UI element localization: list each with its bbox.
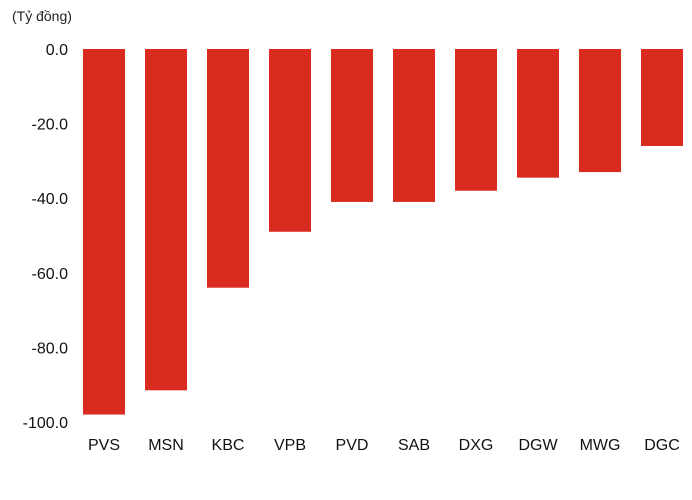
bar-kbc (207, 49, 249, 288)
x-tick-label: DGC (644, 437, 680, 454)
bar-pvs (83, 49, 125, 415)
bar-dxg (455, 49, 497, 191)
y-tick-label: -40.0 (32, 191, 69, 208)
x-tick-label: PVD (336, 437, 369, 454)
x-tick-label: MSN (148, 437, 184, 454)
y-axis-ticks: 0.0 -20.0 -40.0 -60.0 -80.0 -100.0 (23, 42, 68, 432)
x-tick-label: SAB (398, 437, 430, 454)
x-tick-label: PVS (88, 437, 120, 454)
x-tick-label: VPB (274, 437, 306, 454)
y-tick-label: -20.0 (32, 117, 69, 134)
bar-dgw (517, 49, 559, 178)
bars (83, 49, 683, 415)
bar-mwg (579, 49, 621, 173)
bar-sab (393, 49, 435, 202)
x-tick-label: MWG (580, 437, 621, 454)
bar-vpb (269, 49, 311, 232)
y-tick-label: -100.0 (23, 415, 68, 432)
bar-pvd (331, 49, 373, 202)
x-axis-ticks: PVS MSN KBC VPB PVD SAB DXG DGW MWG DGC (88, 437, 680, 454)
x-tick-label: DXG (459, 437, 494, 454)
bar-msn (145, 49, 187, 391)
y-tick-label: -80.0 (32, 340, 69, 357)
x-tick-label: DGW (518, 437, 558, 454)
x-tick-label: KBC (212, 437, 245, 454)
y-tick-label: 0.0 (46, 42, 68, 59)
bar-dgc (641, 49, 683, 146)
unit-label: (Tỷ đồng) (12, 8, 72, 24)
y-tick-label: -60.0 (32, 266, 69, 283)
